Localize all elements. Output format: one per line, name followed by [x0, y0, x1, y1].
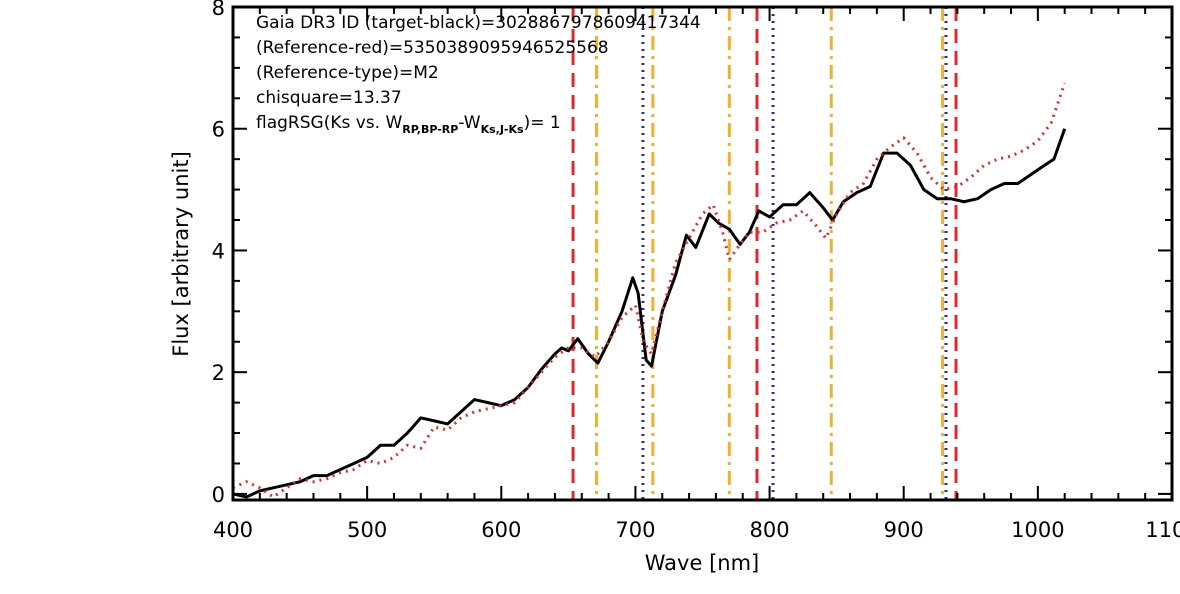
x-tick-label: 800 — [750, 518, 790, 542]
x-axis-label: Wave [nm] — [645, 551, 759, 575]
y-tick-label: 2 — [212, 361, 225, 385]
annotation-part: flagRSG(Ks vs. W — [256, 113, 402, 133]
x-tick-label: 400 — [213, 518, 253, 542]
y-tick-label: 6 — [212, 118, 225, 142]
annotation-part: Ks,J-Ks — [481, 123, 524, 136]
data-line — [232, 82, 1067, 499]
annotation: (Reference-red)=5350389095946525568 — [256, 38, 609, 58]
y-tick-label: 4 — [212, 239, 225, 263]
data-line — [232, 128, 1067, 499]
y-tick-label: 8 — [212, 0, 225, 20]
annotation: Gaia DR3 ID (target-black)=3028867978609… — [256, 13, 701, 33]
plot-frame — [231, 5, 1174, 502]
x-tick-label: 600 — [481, 518, 521, 542]
x-tick-label: 700 — [615, 518, 655, 542]
annotation: chisquare=13.37 — [256, 88, 402, 108]
annotation-part: )= 1 — [524, 113, 561, 133]
annotation-part: -W — [458, 113, 480, 133]
x-tick-label: 900 — [884, 518, 924, 542]
x-tick-label: 1000 — [1011, 518, 1064, 542]
x-tick-label: 500 — [347, 518, 387, 542]
annotation: flagRSG(Ks vs. WRP,BP-RP-WKs,J-Ks)= 1 — [256, 113, 561, 136]
annotation-part: RP,BP-RP — [402, 123, 458, 136]
y-axis-label: Flux [arbitrary unit] — [169, 151, 193, 357]
annotation: (Reference-type)=M2 — [256, 63, 439, 83]
y-tick-label: 0 — [212, 483, 225, 507]
